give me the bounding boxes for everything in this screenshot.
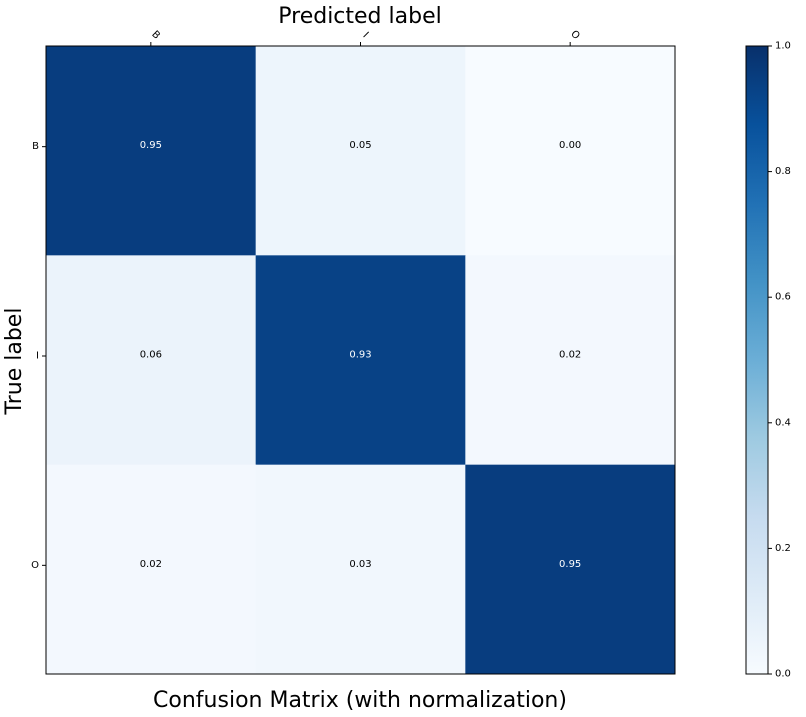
cell-value-label: 0.02 [559, 350, 581, 361]
colorbar-tick-label: 0.4 [775, 417, 791, 428]
cell-value-label: 0.95 [559, 559, 581, 570]
cell-value-label: 0.00 [559, 140, 581, 151]
colorbar: 0.0 0.2 0.4 0.6 0.8 1.0 [745, 41, 791, 680]
y-tick-label: I [36, 351, 39, 362]
y-axis-label: True label [2, 308, 27, 416]
chart-title: Confusion Matrix (with normalization) [153, 688, 567, 713]
x-axis-label: Predicted label [278, 4, 441, 29]
cell-value-label: 0.95 [140, 140, 162, 151]
x-tick-label: O [568, 29, 581, 42]
heatmap-cell [255, 464, 466, 675]
colorbar-tick-label: 0.6 [775, 292, 791, 303]
heatmap-cell [465, 464, 676, 675]
y-tick-label: O [31, 560, 39, 571]
x-tick-label: I [360, 30, 370, 40]
colorbar-gradient-bar [745, 45, 769, 675]
heatmap-cell [46, 46, 257, 256]
y-tick-label: B [32, 141, 39, 152]
heatmap-cell [255, 255, 466, 466]
colorbar-tick-label: 0.0 [775, 669, 791, 680]
y-axis-ticks: B I O [31, 141, 46, 571]
colorbar-tick-label: 0.8 [775, 166, 791, 177]
heatmap-cell [465, 46, 676, 256]
cell-value-label: 0.03 [349, 559, 371, 570]
colorbar-tick-label: 0.2 [775, 543, 791, 554]
colorbar-tick-label: 1.0 [775, 41, 791, 52]
cell-value-label: 0.93 [349, 350, 371, 361]
cell-value-label: 0.06 [140, 350, 162, 361]
heatmap-cell [465, 255, 676, 466]
heatmap-cell [46, 255, 257, 466]
heatmap-cell [46, 464, 257, 675]
heatmap-cell [255, 46, 466, 256]
cell-value-label: 0.05 [349, 140, 371, 151]
cell-value-label: 0.02 [140, 559, 162, 570]
heatmap-cells: 0.95 0.05 0.00 0.06 0.93 0.02 0.02 0.03 0.95 [46, 46, 676, 675]
x-tick-label: B [149, 29, 162, 42]
